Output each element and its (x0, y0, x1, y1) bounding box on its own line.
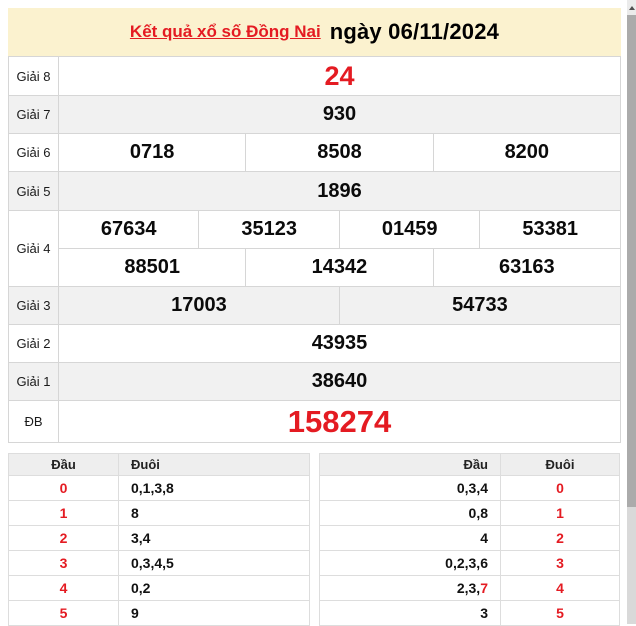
prize-row-g4b: 88501 14342 63163 (9, 248, 622, 287)
head-tail-table-right: Đầu Đuôi 0,3,4 0 0,8 1 4 2 0,2,3,6 3 2,3… (319, 453, 620, 626)
head-tail-row: 0,8 1 (319, 500, 620, 526)
prize-row-g6: Giải 6 0718 8508 8200 (8, 133, 622, 172)
prize-number: 53381 (479, 210, 621, 249)
head-cell: 0,2,3,6 (319, 550, 501, 576)
head-tail-row: 0,3,4 0 (319, 475, 620, 501)
head-cell: 2,3,7 (319, 575, 501, 601)
lottery-title-link[interactable]: Kết quả xổ số Đồng Nai (129, 22, 321, 41)
prize-label: Giải 1 (8, 362, 59, 401)
prize-label: ĐB (8, 400, 59, 443)
head-cell: 2 (8, 525, 119, 551)
prize-number: 17003 (58, 286, 340, 325)
prize-row-g4a: Giải 4 67634 35123 01459 53381 (8, 210, 621, 287)
head-tail-header-row: Đầu Đuôi (8, 453, 310, 476)
head-tail-row: 1 8 (8, 500, 310, 526)
head-cell: 4 (8, 575, 119, 601)
tail-cell: 0 (500, 475, 620, 501)
prize-number: 14342 (245, 248, 434, 287)
head-cell: 3 (319, 600, 501, 626)
prize-number: 0718 (57, 133, 247, 172)
results-table: Giải 8 24 Giải 7 930 Giải 6 0718 8508 82… (8, 56, 622, 443)
prize-row-g8: Giải 8 24 (8, 56, 621, 96)
prize-row-g2: Giải 2 43935 (8, 324, 621, 363)
prize-row-g3: Giải 3 17003 54733 (8, 286, 622, 325)
prize-number: 8508 (245, 133, 434, 172)
head-column-header: Đầu (8, 453, 119, 476)
tail-cell: 8 (118, 500, 310, 526)
head-cell: 3 (8, 550, 119, 576)
prize-label: Giải 8 (8, 56, 59, 96)
highlighted-digit: 7 (480, 580, 488, 596)
page-title-bar: Kết quả xổ số Đồng Nai ngày 06/11/2024 (8, 8, 621, 56)
tail-column-header: Đuôi (118, 453, 310, 476)
tail-cell: 3 (500, 550, 620, 576)
head-tail-row: 4 0,2 (8, 575, 310, 601)
tail-cell: 3,4 (118, 525, 310, 551)
prize-number: 88501 (57, 248, 247, 287)
prize-number: 35123 (198, 210, 340, 249)
prize-number: 43935 (58, 324, 621, 363)
tail-cell: 0,2 (118, 575, 310, 601)
prize-label: Giải 6 (8, 133, 59, 172)
tail-cell: 0,3,4,5 (118, 550, 310, 576)
head-tail-row: 2,3,7 4 (319, 575, 620, 601)
head-tail-row: 0 0,1,3,8 (8, 475, 310, 501)
prize-label: Giải 7 (8, 95, 59, 134)
prize-label: Giải 3 (8, 286, 59, 325)
tail-cell: 4 (500, 575, 620, 601)
prize-number: 01459 (338, 210, 481, 249)
prize-row-g1: Giải 1 38640 (8, 362, 621, 401)
head-tail-row: 4 2 (319, 525, 620, 551)
triangle-up-icon (628, 5, 635, 10)
scroll-up-button[interactable] (627, 0, 636, 15)
head-cell: 1 (8, 500, 119, 526)
tail-cell: 5 (500, 600, 620, 626)
draw-date: ngày 06/11/2024 (329, 19, 500, 44)
prize-row-db: ĐB 158274 (8, 400, 621, 443)
head-tail-header-row: Đầu Đuôi (319, 453, 620, 476)
head-tail-row: 3 0,3,4,5 (8, 550, 310, 576)
lottery-results-page: Kết quả xổ số Đồng Nai ngày 06/11/2024 G… (8, 8, 622, 626)
prize-row-g5: Giải 5 1896 (8, 171, 621, 211)
tail-cell: 0,1,3,8 (118, 475, 310, 501)
head-cell: 4 (319, 525, 501, 551)
head-tail-row: 3 5 (319, 600, 620, 626)
prize-number: 8200 (432, 133, 622, 172)
head-tail-row: 5 9 (8, 600, 310, 626)
tail-cell: 9 (118, 600, 310, 626)
head-tail-row: 2 3,4 (8, 525, 310, 551)
scrollbar[interactable] (627, 0, 636, 624)
prize-number: 67634 (57, 210, 200, 249)
head-tail-section: Đầu Đuôi 0 0,1,3,8 1 8 2 3,4 3 0,3,4,5 4… (8, 453, 621, 626)
prize-number: 158274 (58, 400, 621, 443)
head-tail-row: 0,2,3,6 3 (319, 550, 620, 576)
head-cell: 5 (8, 600, 119, 626)
prize-row-g7: Giải 7 930 (8, 95, 621, 134)
head-cell: 0,8 (319, 500, 501, 526)
head-cell: 0 (8, 475, 119, 501)
prize-label: Giải 5 (8, 171, 59, 211)
prize-label: Giải 4 (8, 210, 59, 287)
tail-column-header: Đuôi (500, 453, 620, 476)
prize-label: Giải 2 (8, 324, 59, 363)
prize-number: 1896 (58, 171, 621, 211)
prize-number: 63163 (432, 248, 622, 287)
head-tail-table-left: Đầu Đuôi 0 0,1,3,8 1 8 2 3,4 3 0,3,4,5 4… (8, 453, 310, 626)
prize-number: 54733 (338, 286, 622, 325)
tail-cell: 1 (500, 500, 620, 526)
tail-cell: 2 (500, 525, 620, 551)
head-column-header: Đầu (319, 453, 501, 476)
head-cell: 0,3,4 (319, 475, 501, 501)
scrollbar-thumb[interactable] (627, 15, 636, 507)
prize-number: 930 (58, 95, 621, 134)
prize-number: 38640 (58, 362, 621, 401)
prize-number: 24 (58, 56, 621, 96)
